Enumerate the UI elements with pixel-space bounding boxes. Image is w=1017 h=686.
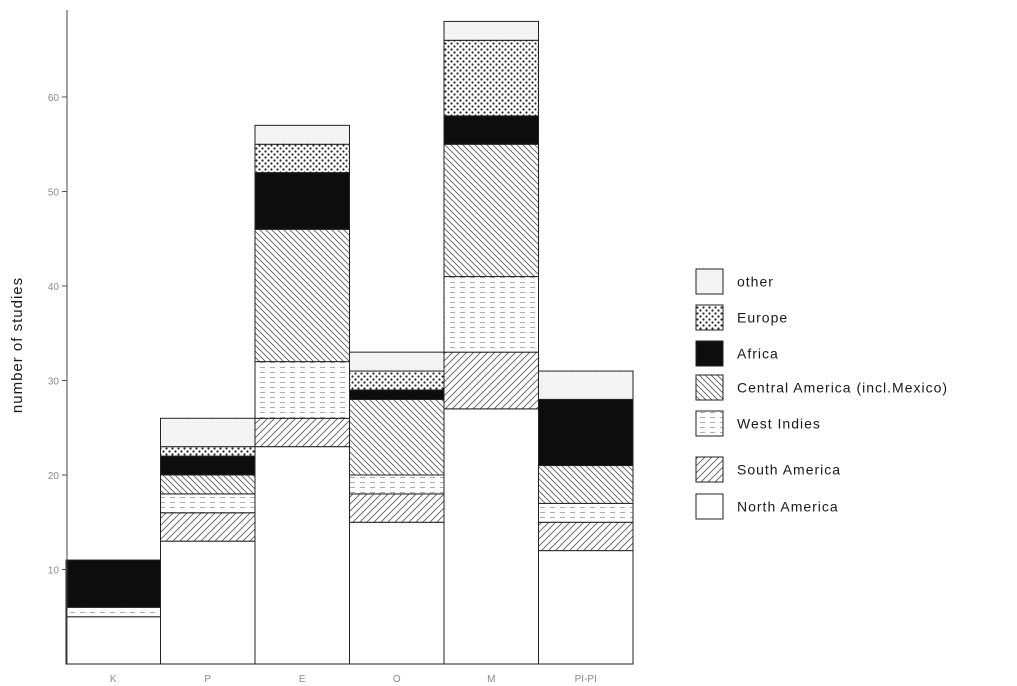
- bar-segment-p-north-america: [160, 540, 256, 665]
- x-tick-label: O: [393, 674, 401, 685]
- bar-segment-e-north-america: [254, 446, 350, 665]
- y-axis-label: number of studies: [9, 277, 26, 413]
- x-ticks-group: K P E O M PI-PI: [110, 674, 597, 685]
- x-tick-label: K: [110, 674, 117, 685]
- bar-segment-p-africa: [160, 455, 256, 476]
- bar-segment-o-west-indies: [349, 474, 445, 495]
- bar-segment-pi-pi-west-indies: [538, 502, 634, 523]
- legend-entry: South America: [737, 462, 841, 478]
- bar-segment-p-europe: [160, 446, 256, 457]
- bar-segment-p-central-america-incl-mexico: [160, 474, 256, 495]
- bar-segment-p-south-america: [160, 512, 256, 542]
- bar-segment-o-other: [349, 351, 445, 372]
- bar-segment-pi-pi-central-america-incl-mexico: [538, 465, 634, 504]
- legend: other Europe Africa Central America (incl.M…: [695, 268, 948, 520]
- bars-group: [65, 20, 634, 665]
- legend-swatch: [695, 493, 724, 520]
- bar-segment-pi-pi-south-america: [538, 521, 634, 552]
- bar-segment-o-central-america-incl-mexico: [349, 398, 445, 476]
- bar-segment-e-other: [254, 124, 350, 145]
- bar-segment-o-south-america: [349, 493, 445, 523]
- bar-segment-p-west-indies: [160, 493, 256, 514]
- bar-segment-k-north-america: [65, 616, 161, 665]
- y-tick-label: 60: [48, 93, 60, 104]
- bar-segment-k-west-indies: [65, 606, 161, 618]
- bar-segment-pi-pi-other: [538, 370, 634, 400]
- legend-swatch: [695, 268, 724, 295]
- bar-segment-pi-pi-africa: [538, 398, 634, 467]
- bar-segment-e-europe: [254, 143, 350, 174]
- bar-segment-e-africa: [254, 172, 350, 230]
- bar-segment-m-other: [443, 20, 539, 41]
- bar-segment-m-west-indies: [443, 276, 539, 353]
- legend-entry: Central America (incl.Mexico): [737, 380, 948, 396]
- legend-entry: other: [737, 274, 774, 290]
- bar-segment-e-south-america: [254, 417, 350, 448]
- x-tick-label: E: [299, 674, 306, 685]
- bar-segment-p-other: [160, 417, 256, 448]
- bar-segment-m-africa: [443, 115, 539, 145]
- y-tick-label: 30: [48, 377, 60, 388]
- legend-entry: North America: [737, 499, 839, 515]
- legend-swatch: [695, 340, 724, 367]
- legend-swatch: [695, 410, 724, 437]
- bar-segment-o-africa: [349, 389, 445, 400]
- bar-segment-pi-pi-north-america: [538, 550, 634, 665]
- y-tick-label: 50: [48, 188, 60, 199]
- bar-segment-m-central-america-incl-mexico: [443, 143, 539, 278]
- legend-swatch: [695, 304, 724, 331]
- y-tick-label: 20: [48, 471, 60, 482]
- bar-segment-m-south-america: [443, 351, 539, 410]
- legend-entry: Europe: [737, 310, 788, 326]
- bar-segment-k-africa: [65, 559, 161, 608]
- legend-entry: Africa: [737, 346, 779, 362]
- x-tick-label: M: [487, 674, 495, 685]
- bar-segment-o-north-america: [349, 521, 445, 665]
- bar-segment-e-central-america-incl-mexico: [254, 228, 350, 363]
- legend-swatch: [695, 456, 724, 483]
- y-ticks-group: 10 20 30 40 50 60: [48, 93, 67, 577]
- bar-segment-e-west-indies: [254, 361, 350, 419]
- x-tick-label: P: [204, 674, 211, 685]
- y-tick-label: 40: [48, 282, 60, 293]
- bar-segment-m-north-america: [443, 408, 539, 665]
- bar-segment-o-europe: [349, 370, 445, 391]
- bar-segment-m-europe: [443, 39, 539, 117]
- y-tick-label: 10: [48, 566, 60, 577]
- legend-entry: West Indies: [737, 416, 821, 432]
- x-tick-label: PI-PI: [575, 674, 597, 685]
- legend-swatch: [695, 374, 724, 401]
